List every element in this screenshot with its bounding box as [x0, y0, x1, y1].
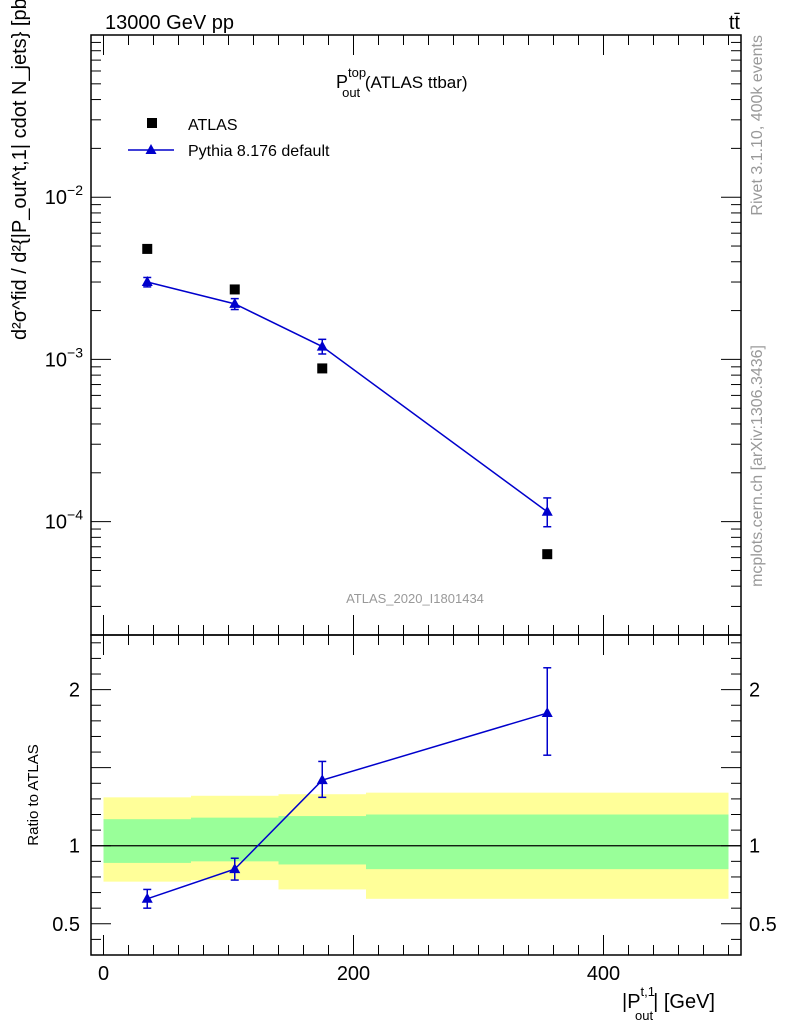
- energy-label: 13000 GeV pp: [105, 12, 234, 34]
- tick-base: 10: [45, 187, 67, 209]
- pythia-point-ratio-0: [141, 892, 153, 903]
- main-y-axis-text: d²σ^fid / d²{|P_out^t,1| cdot N_jets} [p…: [9, 0, 31, 340]
- pythia-point-ratio-2: [316, 774, 328, 785]
- tick-base: 10: [45, 349, 67, 371]
- atlas-point-1: [229, 284, 240, 295]
- tick-exponent: −4: [67, 507, 83, 523]
- rivet-label: Rivet 3.1.10, 400k events: [749, 35, 766, 216]
- x-axis-label: |Pt,1 out| [GeV]: [622, 984, 715, 1023]
- ratio-y-tick-label-right-0: 0.5: [749, 914, 777, 936]
- analysis-id: ATLAS_2020_I1801434: [346, 591, 484, 606]
- legend: ATLAS Pythia 8.176 default: [128, 117, 330, 160]
- band-inner-2: [278, 816, 366, 865]
- band-inner-3: [366, 814, 729, 870]
- ratio-y-tick-label-left-0: 0.5: [52, 914, 80, 936]
- ratio-uncertainty-bands: [91, 792, 741, 899]
- x-axis-label-suffix: | [GeV]: [653, 991, 715, 1013]
- tick-exponent: −2: [67, 182, 83, 198]
- band-inner-1: [191, 817, 279, 862]
- x-tick-label-0: 0: [98, 963, 109, 985]
- main-y-axis-label: d²σ^fid / d²{|P_out^t,1| cdot N_jets} [p…: [9, 0, 31, 340]
- legend-atlas-label: ATLAS: [188, 117, 238, 134]
- pythia-point-main-0: [141, 276, 153, 287]
- main-title-suffix: (ATLAS ttbar): [360, 73, 467, 92]
- x-axis-label-base: |P: [622, 991, 641, 1013]
- atlas-point-0: [142, 243, 153, 254]
- pythia-point-main-1: [229, 297, 241, 308]
- band-inner-0: [103, 819, 191, 863]
- ratio-y-axis-label: Ratio to ATLAS: [25, 744, 42, 845]
- main-title-sub: out: [342, 85, 360, 100]
- ratio-y-tick-label-right-1: 1: [749, 836, 760, 858]
- tick-base: 10: [45, 512, 67, 534]
- pythia-line-main: [147, 281, 548, 513]
- ratio-panel-frame: [90, 634, 742, 956]
- mcplots-label: mcplots.cern.ch [arXiv:1306.3436]: [749, 345, 766, 587]
- pythia-point-main-2: [316, 340, 328, 351]
- pythia-line-ratio: [147, 712, 548, 900]
- x-tick-label-1: 200: [337, 963, 370, 985]
- ratio-y-tick-label-left-2: 2: [69, 680, 80, 702]
- main-y-tick-label-1: 10−3: [45, 344, 83, 371]
- x-tick-label-2: 400: [587, 963, 620, 985]
- legend-pythia-marker: [145, 144, 157, 154]
- data-marks: [141, 243, 553, 909]
- main-title-sup: top: [348, 65, 366, 80]
- ratio-y-tick-label-right-2: 2: [749, 680, 760, 702]
- ratio-y-tick-label-left-1: 1: [69, 836, 80, 858]
- pythia-point-ratio-3: [541, 707, 553, 718]
- legend-pythia-label: Pythia 8.176 default: [188, 143, 330, 160]
- main-y-tick-label-0: 10−2: [45, 182, 83, 209]
- ratio-y-axis-text: Ratio to ATLAS: [25, 744, 42, 845]
- atlas-point-3: [542, 549, 553, 560]
- x-axis-label-sup: t,1: [641, 984, 655, 999]
- axes: 10−210−310−40.5 0.51 12 20 200 400: [45, 34, 777, 985]
- pythia-point-main-3: [541, 505, 553, 516]
- tick-exponent: −3: [67, 344, 83, 360]
- atlas-point-2: [317, 363, 328, 374]
- x-axis-label-sub: out: [635, 1008, 653, 1023]
- pythia-point-ratio-1: [229, 863, 241, 874]
- main-title-base: P: [336, 72, 348, 92]
- main-y-tick-label-2: 10−4: [45, 507, 83, 534]
- process-label: tt̄: [729, 12, 741, 34]
- main-title: Ptop out (ATLAS ttbar): [336, 65, 468, 100]
- legend-atlas-marker: [147, 118, 157, 128]
